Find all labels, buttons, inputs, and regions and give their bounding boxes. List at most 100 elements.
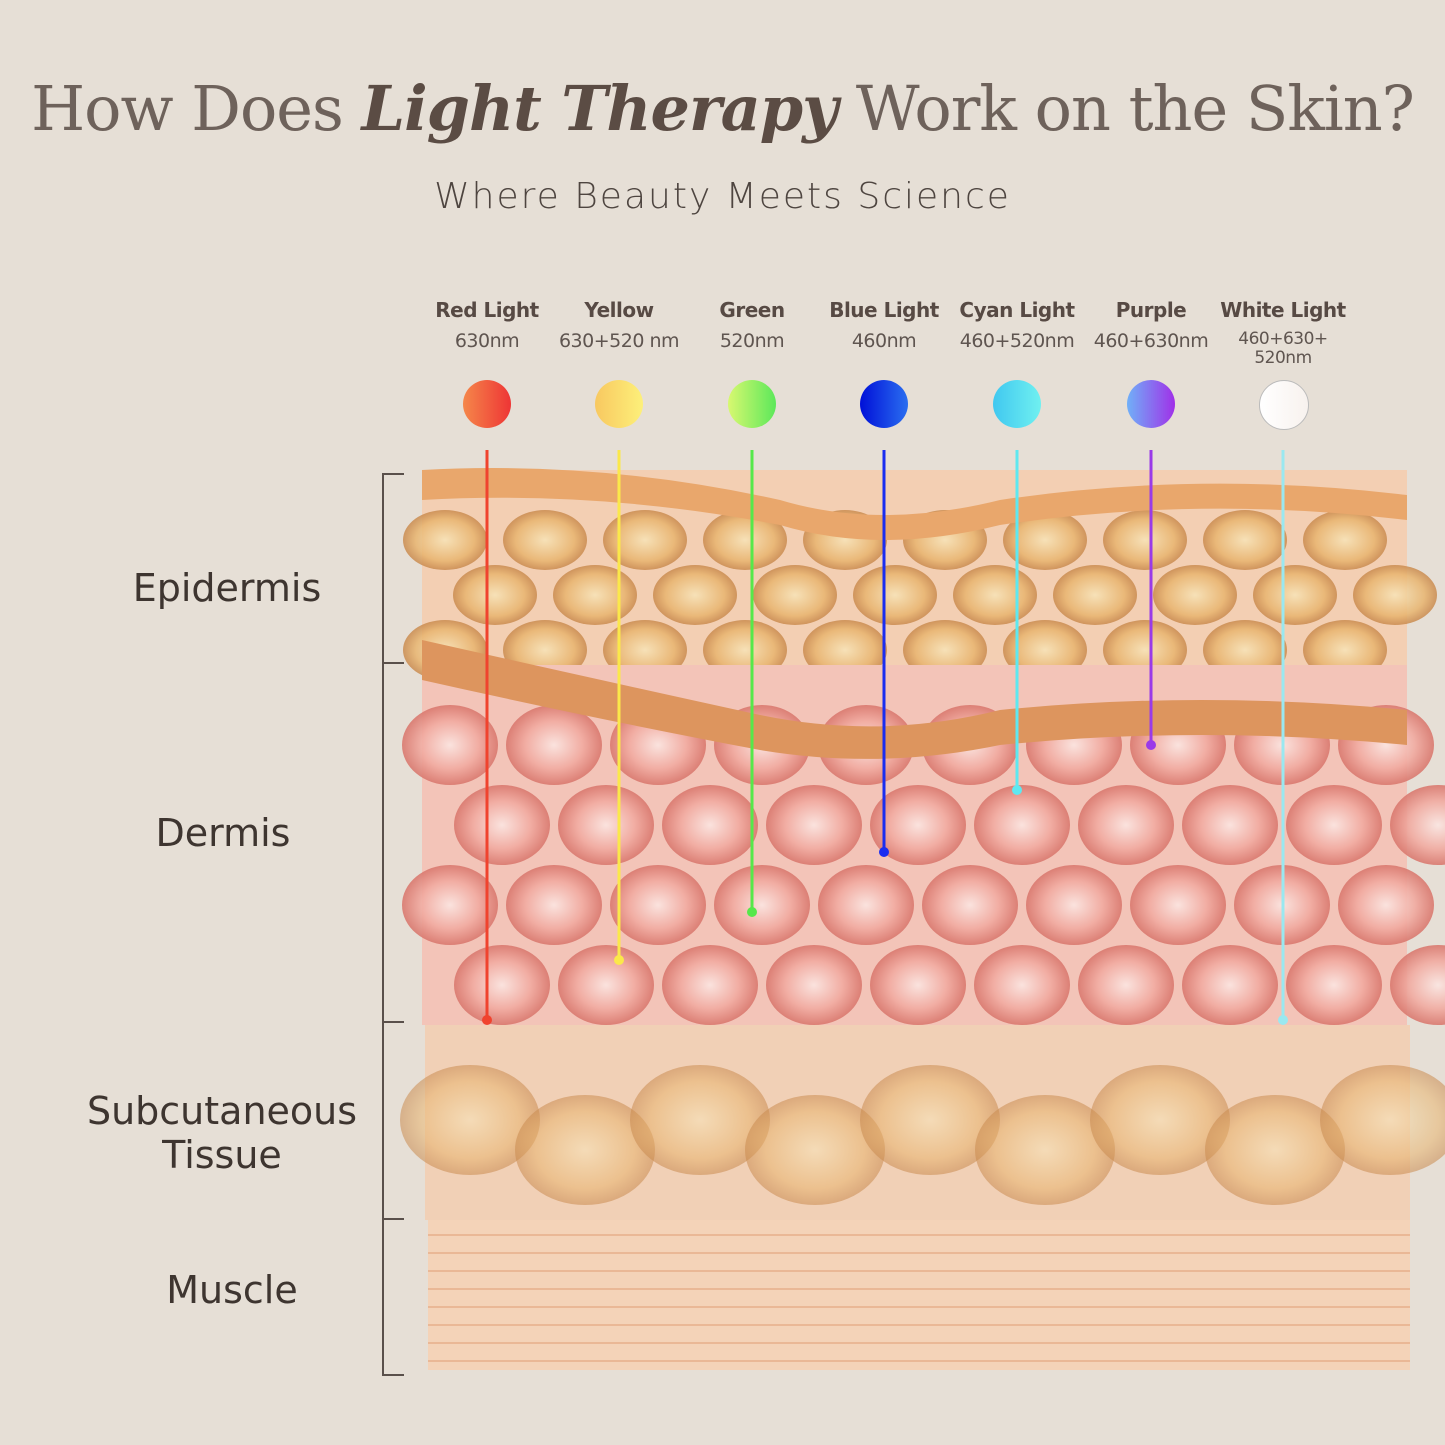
- dermis-cell: [662, 945, 758, 1025]
- light-wavelength: 460+520nm: [959, 330, 1075, 352]
- dermis-cell: [1390, 785, 1445, 865]
- muscle-layer: [428, 1220, 1410, 1370]
- dermis-cell: [714, 865, 810, 945]
- dermis-cell: [1286, 785, 1382, 865]
- fat-cell: [1205, 1095, 1345, 1205]
- light-color-swatch: [993, 380, 1041, 428]
- epidermis-cell: [953, 565, 1037, 625]
- epidermis-cell: [1303, 510, 1387, 570]
- epidermis-cell: [653, 565, 737, 625]
- light-5-label: Purple 460+630nm: [1076, 298, 1226, 351]
- dermis-cell: [974, 945, 1070, 1025]
- light-wavelength: 460+630+ 520nm: [1238, 329, 1328, 368]
- epidermis-cell: [1253, 565, 1337, 625]
- dermis-cell: [610, 865, 706, 945]
- bracket-tick: [382, 1021, 404, 1023]
- beam-endpoint: [879, 847, 889, 857]
- fat-cell: [745, 1095, 885, 1205]
- epidermis-cell: [503, 510, 587, 570]
- light-color-swatch: [1127, 380, 1175, 428]
- light-wavelength: 630+520 nm: [558, 330, 680, 352]
- layer-bracket: [382, 473, 384, 1375]
- beam-endpoint: [614, 955, 624, 965]
- bracket-tick: [382, 1218, 404, 1220]
- subtitle: Where Beauty Meets Science: [434, 176, 1011, 217]
- light-color-swatch: [1259, 380, 1309, 430]
- light-wavelength: 460nm: [851, 330, 917, 352]
- dermis-cell: [558, 785, 654, 865]
- fat-cell: [515, 1095, 655, 1205]
- dermis-cell: [506, 865, 602, 945]
- epidermis-cell: [453, 565, 537, 625]
- light-0-label: Red Light 630nm: [412, 298, 562, 351]
- dermis-cell: [870, 785, 966, 865]
- title-text: Work on the Skin?: [837, 72, 1415, 145]
- fat-cell: [1320, 1065, 1445, 1175]
- fat-cell: [630, 1065, 770, 1175]
- dermis-cell: [402, 705, 498, 785]
- dermis-cell: [974, 785, 1070, 865]
- label-text: Subcutaneous Tissue: [86, 1089, 358, 1177]
- epidermis-cell: [1203, 510, 1287, 570]
- light-color-swatch: [463, 380, 511, 428]
- light-wavelength: 460+630nm: [1093, 330, 1209, 352]
- epidermis-cell: [553, 565, 637, 625]
- bracket-tick: [382, 473, 404, 475]
- light-4-label: Cyan Light 460+520nm: [942, 298, 1092, 351]
- basement-membrane: [422, 640, 1407, 759]
- dermis-cell: [1390, 945, 1445, 1025]
- epidermis-cell: [753, 565, 837, 625]
- light-2-label: Green 520nm: [677, 298, 827, 351]
- epidermis-cell: [403, 510, 487, 570]
- dermis-cell: [454, 945, 550, 1025]
- light-name: Green: [719, 298, 785, 322]
- light-color-swatch: [728, 380, 776, 428]
- dermis-cell: [870, 945, 966, 1025]
- light-1-label: Yellow 630+520 nm: [544, 298, 694, 351]
- dermis-cell: [1182, 945, 1278, 1025]
- beam-endpoint: [1146, 740, 1156, 750]
- light-name: Purple: [1115, 298, 1187, 322]
- beam-endpoint: [1012, 785, 1022, 795]
- epidermis-cell: [1053, 565, 1137, 625]
- dermis-cell: [766, 945, 862, 1025]
- light-color-swatch: [860, 380, 908, 428]
- light-6-label: White Light 460+630+ 520nm: [1208, 298, 1358, 368]
- dermis-cell: [922, 865, 1018, 945]
- layer-label-subcutaneous: Subcutaneous Tissue: [72, 1089, 372, 1177]
- title-emphasis: Light Therapy: [361, 72, 839, 145]
- fat-cell: [860, 1065, 1000, 1175]
- dermis-cell: [1286, 945, 1382, 1025]
- dermis-cell: [1182, 785, 1278, 865]
- layer-label-dermis: Dermis: [155, 811, 291, 855]
- dermis-cell: [1078, 945, 1174, 1025]
- fat-cell: [400, 1065, 540, 1175]
- dermis-cell: [558, 945, 654, 1025]
- dermis-cell: [1338, 865, 1434, 945]
- epidermis-cell: [703, 510, 787, 570]
- light-name: Red Light: [435, 298, 539, 322]
- layer-label-muscle: Muscle: [166, 1268, 298, 1312]
- bracket-tick: [382, 1374, 404, 1376]
- beam-endpoint: [1278, 1015, 1288, 1025]
- beam-endpoint: [482, 1015, 492, 1025]
- epidermis-cell: [1353, 565, 1437, 625]
- light-color-swatch: [595, 380, 643, 428]
- beam-endpoint: [747, 907, 757, 917]
- layer-label-epidermis: Epidermis: [132, 566, 322, 610]
- epidermis-cell: [1003, 510, 1087, 570]
- epidermis-cell: [853, 565, 937, 625]
- dermis-cell: [1130, 865, 1226, 945]
- dermis-cell: [402, 865, 498, 945]
- epidermis-cell: [1103, 510, 1187, 570]
- title-text: How Does: [31, 72, 362, 145]
- epidermis-cell: [1153, 565, 1237, 625]
- bracket-tick: [382, 662, 404, 664]
- dermis-cell: [506, 705, 602, 785]
- light-name: Blue Light: [829, 298, 939, 322]
- light-wavelength: 630nm: [454, 330, 520, 352]
- light-3-label: Blue Light 460nm: [809, 298, 959, 351]
- dermis-cell: [766, 785, 862, 865]
- light-name: Cyan Light: [959, 298, 1075, 322]
